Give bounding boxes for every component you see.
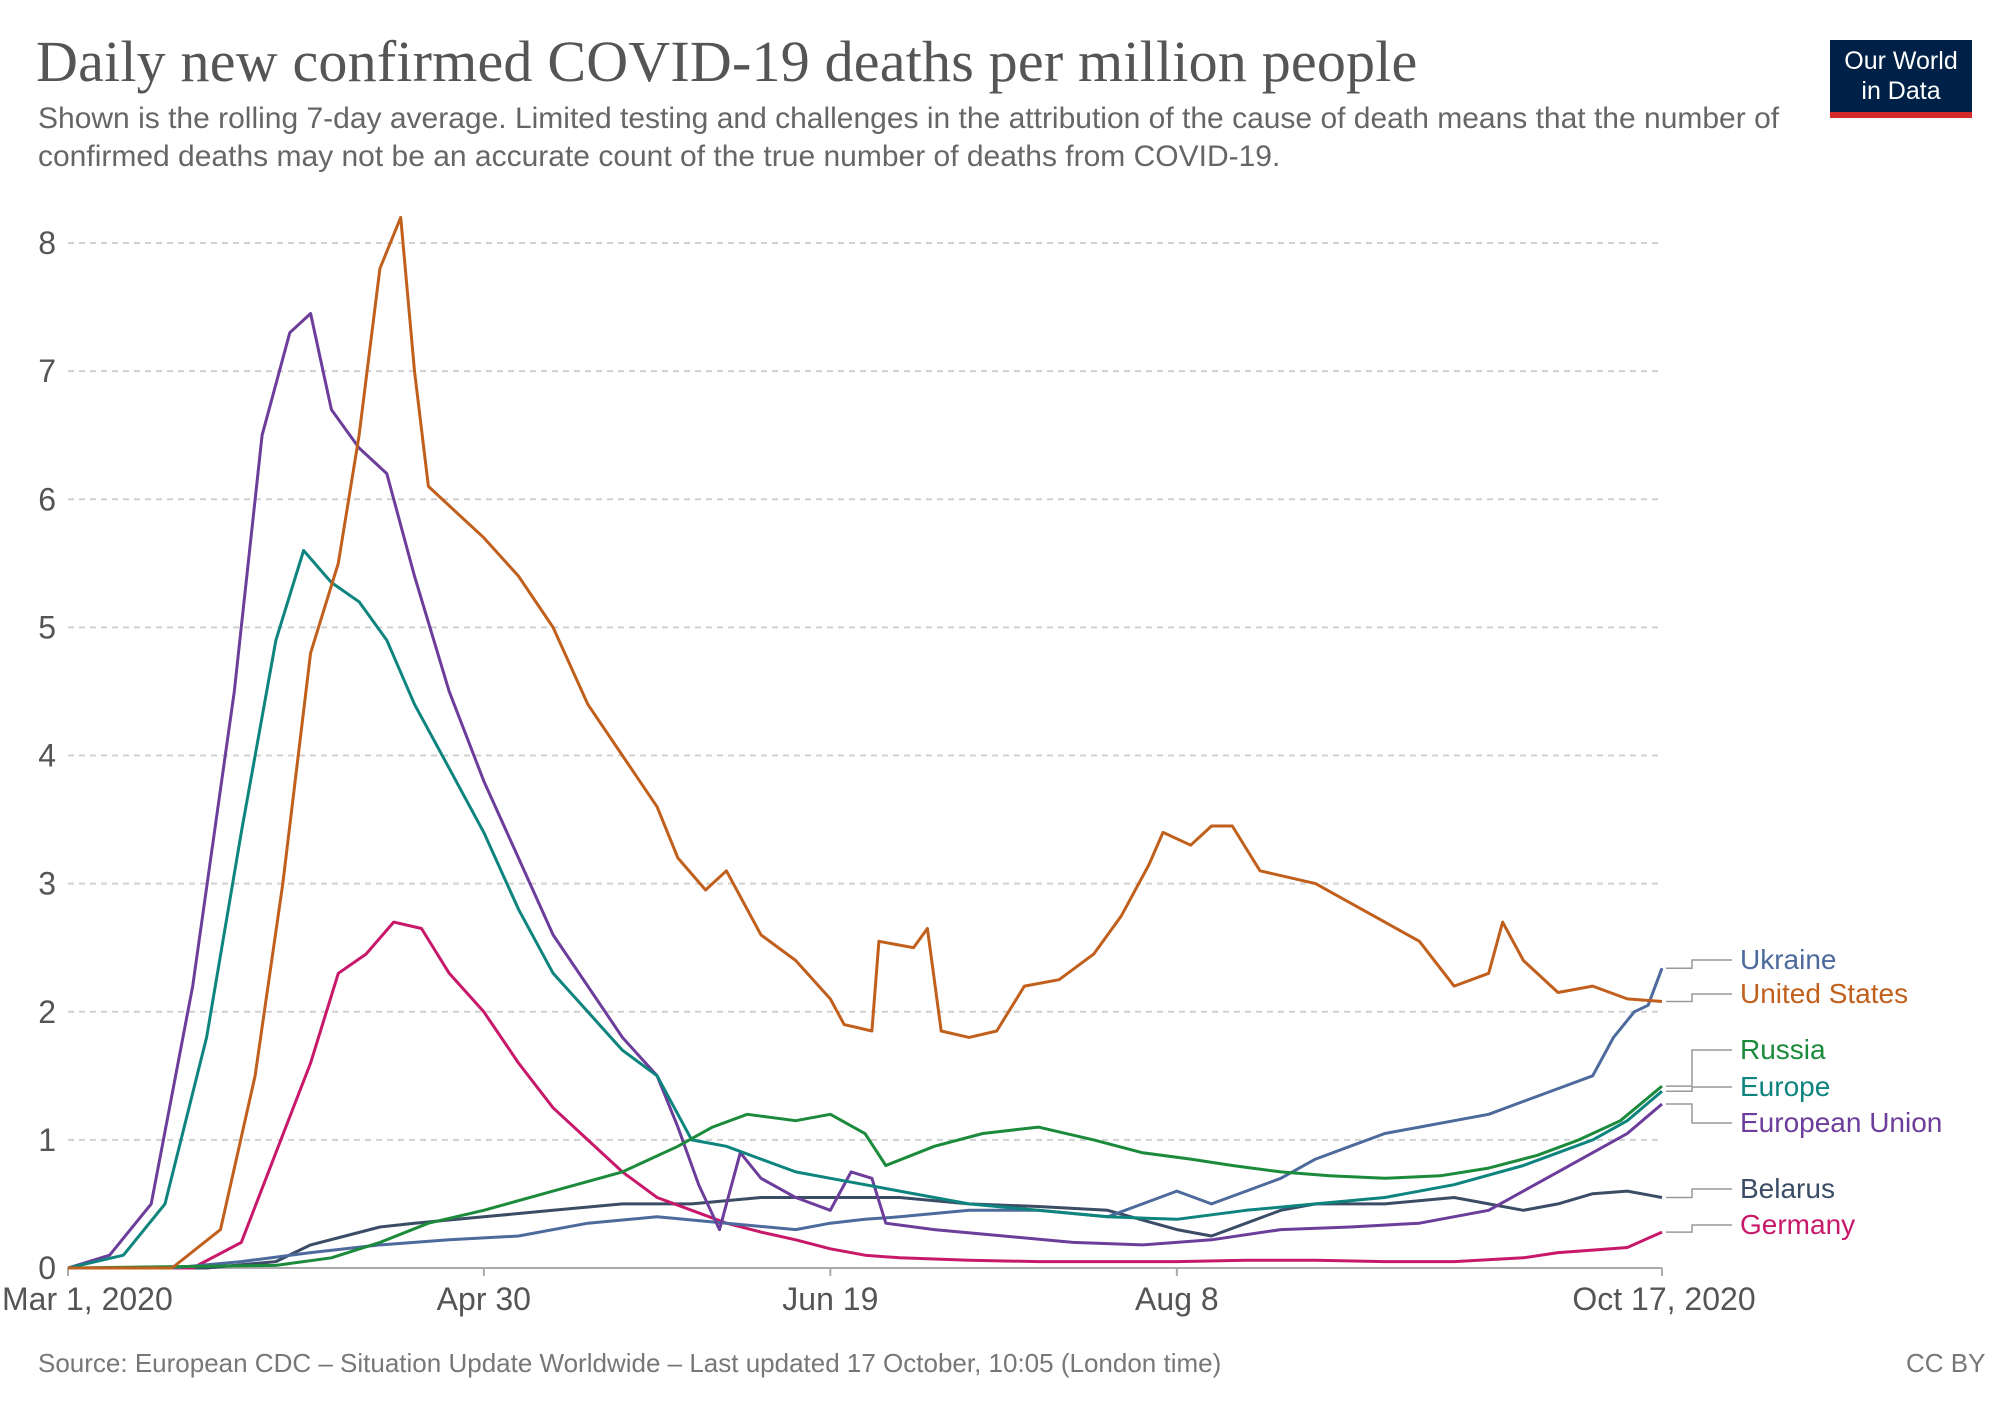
- x-tick-label: Apr 30: [437, 1281, 531, 1317]
- series-line-united-states: [68, 215, 1663, 1270]
- x-tick-label: Jun 19: [782, 1281, 878, 1317]
- x-axis: Mar 1, 2020 Apr 30 Jun 19 Aug 8 Oct 17, 2020: [2, 1267, 1756, 1317]
- y-tick-label: 7: [38, 353, 56, 389]
- legend-connector: [1666, 1049, 1732, 1087]
- chart-title: Daily new confirmed COVID-19 deaths per …: [36, 29, 1418, 94]
- legend-label-european-union: European Union: [1740, 1107, 1942, 1138]
- legend-label-germany: Germany: [1740, 1209, 1855, 1240]
- y-tick-label: 2: [38, 994, 56, 1030]
- legend-connector: [1666, 1188, 1732, 1199]
- legend-label-belarus: Belarus: [1740, 1173, 1835, 1204]
- logo-line-2: in Data: [1861, 77, 1941, 105]
- legend-connector: [1666, 1224, 1732, 1233]
- y-tick-label: 8: [38, 225, 56, 261]
- x-tick-label: Aug 8: [1135, 1281, 1219, 1317]
- owid-logo[interactable]: Our World in Data: [1830, 40, 1972, 118]
- gridlines: [68, 242, 1662, 1141]
- series-line-russia: [67, 1084, 1663, 1270]
- y-tick-label: 5: [38, 609, 56, 645]
- license-link[interactable]: CC BY: [1906, 1348, 1986, 1378]
- y-axis-ticks: 0 1 2 3 4 5 6 7 8: [38, 225, 56, 1286]
- y-tick-label: 4: [38, 738, 56, 774]
- legend-connector: [1666, 1086, 1732, 1092]
- legend-label-europe: Europe: [1740, 1071, 1830, 1102]
- y-tick-label: 3: [38, 866, 56, 902]
- series-line-belarus: [68, 1189, 1663, 1270]
- series-lines: [67, 215, 1664, 1270]
- series-line-germany: [68, 920, 1663, 1270]
- y-tick-label: 6: [38, 481, 56, 517]
- y-tick-label: 1: [38, 1122, 56, 1158]
- legend-connector: [1666, 993, 1732, 1003]
- legend-label-russia: Russia: [1740, 1034, 1826, 1065]
- series-line-european-union: [67, 312, 1663, 1270]
- legend-label-ukraine: Ukraine: [1740, 944, 1836, 975]
- x-tick-label: Oct 17, 2020: [1572, 1281, 1755, 1317]
- chart-subtitle: Shown is the rolling 7-day average. Limi…: [38, 102, 1780, 173]
- legend-connector: [1666, 959, 1732, 969]
- y-tick-label: 0: [38, 1250, 56, 1286]
- source-note[interactable]: Source: European CDC – Situation Update …: [38, 1348, 1222, 1378]
- logo-line-1: Our World: [1844, 47, 1958, 75]
- series-line-europe: [67, 549, 1663, 1270]
- legend-label-united-states: United States: [1740, 978, 1908, 1009]
- series-line-ukraine: [68, 967, 1664, 1270]
- x-tick-label: Mar 1, 2020: [2, 1281, 173, 1317]
- legend-connector: [1666, 1103, 1732, 1124]
